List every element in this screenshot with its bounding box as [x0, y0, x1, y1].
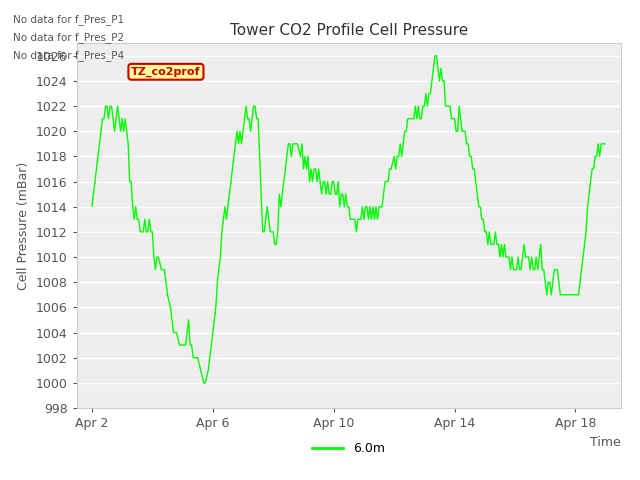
X-axis label: Time: Time [590, 435, 621, 449]
Text: TZ_co2prof: TZ_co2prof [131, 67, 201, 77]
Text: No data for f_Pres_P1: No data for f_Pres_P1 [13, 13, 124, 24]
Legend: 6.0m: 6.0m [307, 437, 390, 460]
Text: No data for f_Pres_P2: No data for f_Pres_P2 [13, 32, 124, 43]
Title: Tower CO2 Profile Cell Pressure: Tower CO2 Profile Cell Pressure [230, 23, 468, 38]
Y-axis label: Cell Pressure (mBar): Cell Pressure (mBar) [17, 161, 30, 290]
Text: No data for f_Pres_P4: No data for f_Pres_P4 [13, 50, 124, 61]
